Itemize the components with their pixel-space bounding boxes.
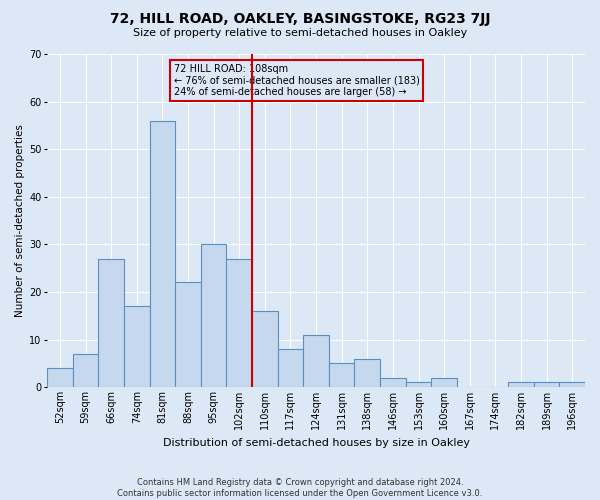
Bar xyxy=(252,311,278,387)
Bar xyxy=(559,382,585,387)
Text: Size of property relative to semi-detached houses in Oakley: Size of property relative to semi-detach… xyxy=(133,28,467,38)
Text: 72, HILL ROAD, OAKLEY, BASINGSTOKE, RG23 7JJ: 72, HILL ROAD, OAKLEY, BASINGSTOKE, RG23… xyxy=(110,12,490,26)
Bar xyxy=(508,382,534,387)
X-axis label: Distribution of semi-detached houses by size in Oakley: Distribution of semi-detached houses by … xyxy=(163,438,470,448)
Bar xyxy=(431,378,457,387)
Bar xyxy=(201,244,226,387)
Bar xyxy=(278,349,303,387)
Bar xyxy=(149,120,175,387)
Text: 72 HILL ROAD: 108sqm
← 76% of semi-detached houses are smaller (183)
24% of semi: 72 HILL ROAD: 108sqm ← 76% of semi-detac… xyxy=(173,64,419,97)
Bar xyxy=(226,258,252,387)
Bar xyxy=(47,368,73,387)
Bar xyxy=(534,382,559,387)
Bar xyxy=(98,258,124,387)
Bar xyxy=(175,282,201,387)
Y-axis label: Number of semi-detached properties: Number of semi-detached properties xyxy=(15,124,25,317)
Bar xyxy=(124,306,149,387)
Bar xyxy=(329,364,355,387)
Bar xyxy=(380,378,406,387)
Bar xyxy=(355,358,380,387)
Bar xyxy=(406,382,431,387)
Bar xyxy=(73,354,98,387)
Bar xyxy=(303,335,329,387)
Text: Contains HM Land Registry data © Crown copyright and database right 2024.
Contai: Contains HM Land Registry data © Crown c… xyxy=(118,478,482,498)
